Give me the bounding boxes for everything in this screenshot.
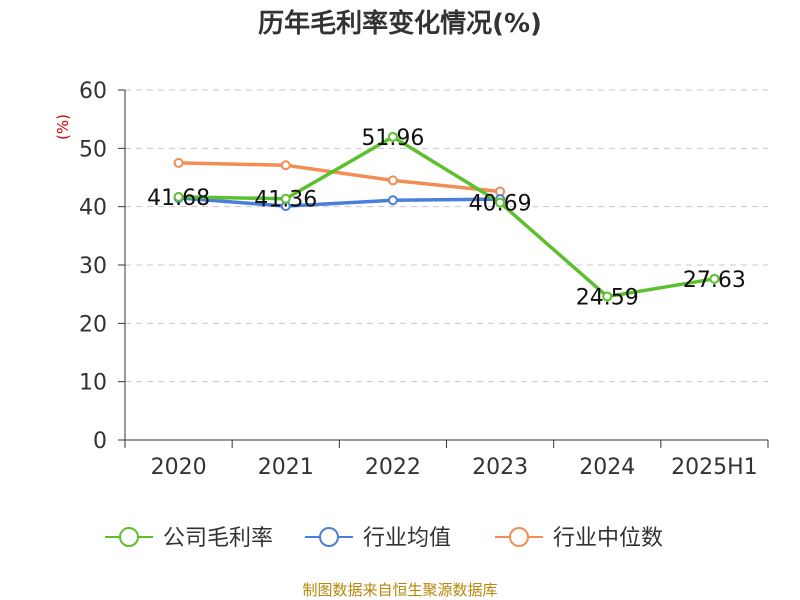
legend: 公司毛利率 行业均值 行业中位数 xyxy=(105,526,663,551)
data-point xyxy=(602,291,613,302)
axes: 0 10 20 30 40 50 60 2020 2021 2022 2023 2024 2025H1 xyxy=(79,79,769,480)
legend-label: 行业均值 xyxy=(363,526,451,551)
data-label: 40.69 xyxy=(469,192,532,217)
data-point xyxy=(173,191,184,202)
x-tick-label: 2021 xyxy=(258,455,314,480)
data-labels: 41.68 41.36 51.96 40.69 24.59 27.63 xyxy=(147,126,746,311)
legend-label: 行业中位数 xyxy=(553,526,663,551)
y-tick-label: 30 xyxy=(79,254,107,279)
data-point xyxy=(495,197,506,208)
y-tick-label: 10 xyxy=(79,371,107,396)
source-note: 制图数据来自恒生聚源数据库 xyxy=(302,581,497,599)
legend-item: 行业中位数 xyxy=(495,526,663,551)
x-tick-label: 2024 xyxy=(579,455,635,480)
x-tick-label: 2023 xyxy=(472,455,528,480)
data-label: 24.59 xyxy=(576,286,639,311)
series-line xyxy=(178,161,501,194)
data-point xyxy=(387,131,398,142)
legend-item: 公司毛利率 xyxy=(105,526,273,551)
y-tick-label: 50 xyxy=(79,137,107,162)
legend-item: 行业均值 xyxy=(305,526,451,551)
y-axis-unit-label: (%) xyxy=(54,114,72,140)
data-point xyxy=(387,175,398,186)
y-tick-label: 60 xyxy=(79,79,107,104)
y-tick-label: 40 xyxy=(79,196,107,221)
legend-marker xyxy=(509,527,529,547)
y-tick-label: 0 xyxy=(93,429,107,454)
chart-title: 历年毛利率变化情况(%) xyxy=(258,8,542,39)
x-tick-label: 2020 xyxy=(151,455,207,480)
data-label: 41.68 xyxy=(147,186,210,211)
data-point xyxy=(280,160,291,171)
legend-marker xyxy=(119,527,139,547)
data-point xyxy=(387,195,398,206)
data-label: 41.36 xyxy=(254,188,317,213)
data-point xyxy=(280,193,291,204)
data-point xyxy=(709,273,720,284)
x-tick-label: 2022 xyxy=(365,455,421,480)
legend-marker xyxy=(319,527,339,547)
data-label: 51.96 xyxy=(361,126,424,151)
series-layer xyxy=(173,131,720,302)
series-line xyxy=(178,196,501,208)
series-line xyxy=(178,135,715,299)
gridlines xyxy=(125,89,768,383)
data-label: 27.63 xyxy=(683,268,746,293)
legend-label: 公司毛利率 xyxy=(163,526,273,551)
y-tick-label: 20 xyxy=(79,312,107,337)
data-point xyxy=(173,157,184,168)
x-tick-label: 2025H1 xyxy=(671,455,758,480)
